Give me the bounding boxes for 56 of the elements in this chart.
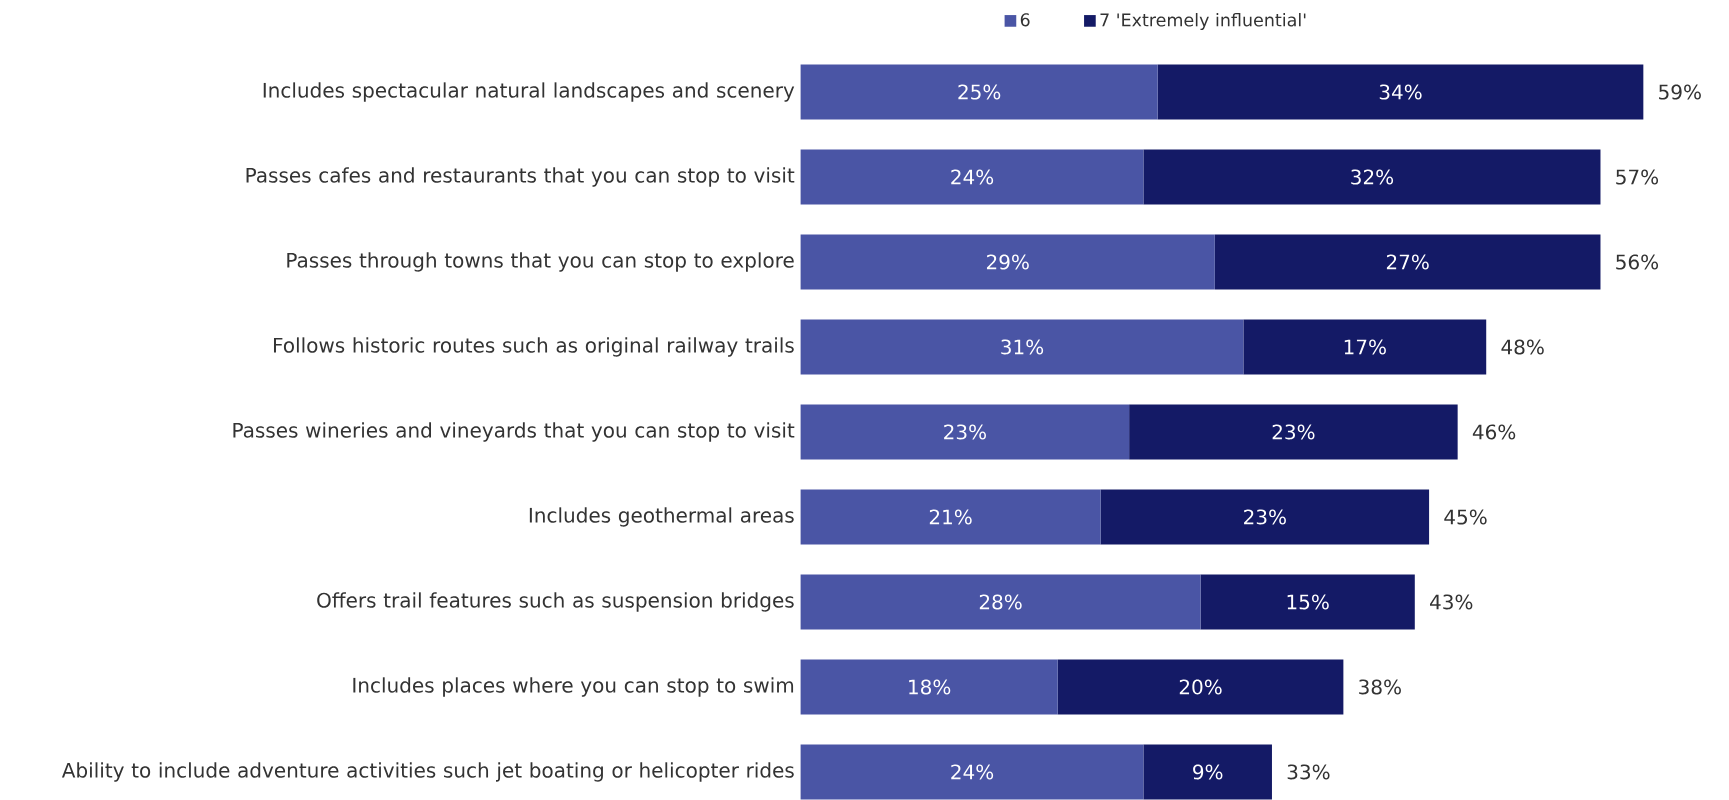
data-label: 17% — [1344, 339, 1386, 355]
total-label: 56% — [1616, 254, 1659, 270]
bar — [1157, 64, 1644, 120]
data-label: 25% — [958, 84, 1001, 100]
data-label: 23% — [1272, 424, 1315, 440]
y-tick-label: Includes spectacular natural landscapes and scenery — [263, 82, 795, 102]
data-label: 32% — [1351, 169, 1394, 185]
bar — [1057, 659, 1344, 715]
y-tick-label: Includes places where you can stop to swim — [353, 677, 794, 697]
bar — [1100, 489, 1430, 545]
data-label: 15% — [1287, 594, 1329, 610]
bar — [800, 319, 1244, 375]
data-label: 29% — [986, 254, 1029, 270]
total-label: 43% — [1430, 594, 1473, 610]
y-tick-label: Passes through towns that you can stop to explore — [287, 252, 794, 272]
legend-label: 6 — [1020, 13, 1030, 27]
data-label: 34% — [1379, 84, 1422, 100]
bar — [800, 404, 1130, 460]
bar — [1129, 404, 1458, 460]
bar — [800, 574, 1201, 630]
data-label: 31% — [1001, 339, 1044, 355]
data-label: 27% — [1386, 254, 1429, 270]
data-label: 24% — [951, 764, 994, 780]
total-label: 33% — [1287, 764, 1330, 780]
data-label: 24% — [951, 169, 994, 185]
data-label: 18% — [909, 679, 951, 695]
total-label: 57% — [1616, 169, 1659, 185]
y-tick-label: Ability to include adventure activities such jet boating or helicopter rides — [61, 762, 794, 782]
total-label: 38% — [1359, 679, 1401, 695]
data-label: 28% — [979, 594, 1022, 610]
bar — [800, 234, 1215, 290]
data-label: 9% — [1193, 764, 1223, 780]
y-tick-label: Passes cafes and restaurants that you can stop to visit — [246, 167, 795, 187]
bar — [1143, 149, 1601, 205]
data-label: 23% — [944, 424, 986, 440]
bar — [800, 489, 1101, 545]
bar — [1200, 574, 1415, 630]
bar — [800, 744, 1144, 800]
total-label: 48% — [1501, 339, 1544, 355]
bar — [800, 64, 1158, 120]
y-tick-label: Follows historic routes such as original railway trails — [273, 337, 794, 357]
y-tick-label: Offers trail features such as suspension bridges — [317, 592, 794, 612]
legend-label: 7 'Extremely influential' — [1100, 13, 1306, 30]
bar — [1143, 744, 1272, 800]
total-label: 59% — [1659, 84, 1701, 100]
total-label: 46% — [1472, 424, 1516, 440]
data-label: 21% — [929, 509, 972, 525]
y-tick-label: Passes wineries and vineyards that you can stop to visit — [233, 422, 795, 442]
y-tick-label: Includes geothermal areas — [529, 507, 794, 527]
bar — [800, 659, 1058, 715]
total-label: 45% — [1444, 509, 1487, 525]
data-label: 20% — [1179, 679, 1222, 695]
bar — [800, 149, 1144, 205]
data-label: 23% — [1244, 509, 1286, 525]
bar — [1243, 319, 1487, 375]
bar — [1214, 234, 1601, 290]
